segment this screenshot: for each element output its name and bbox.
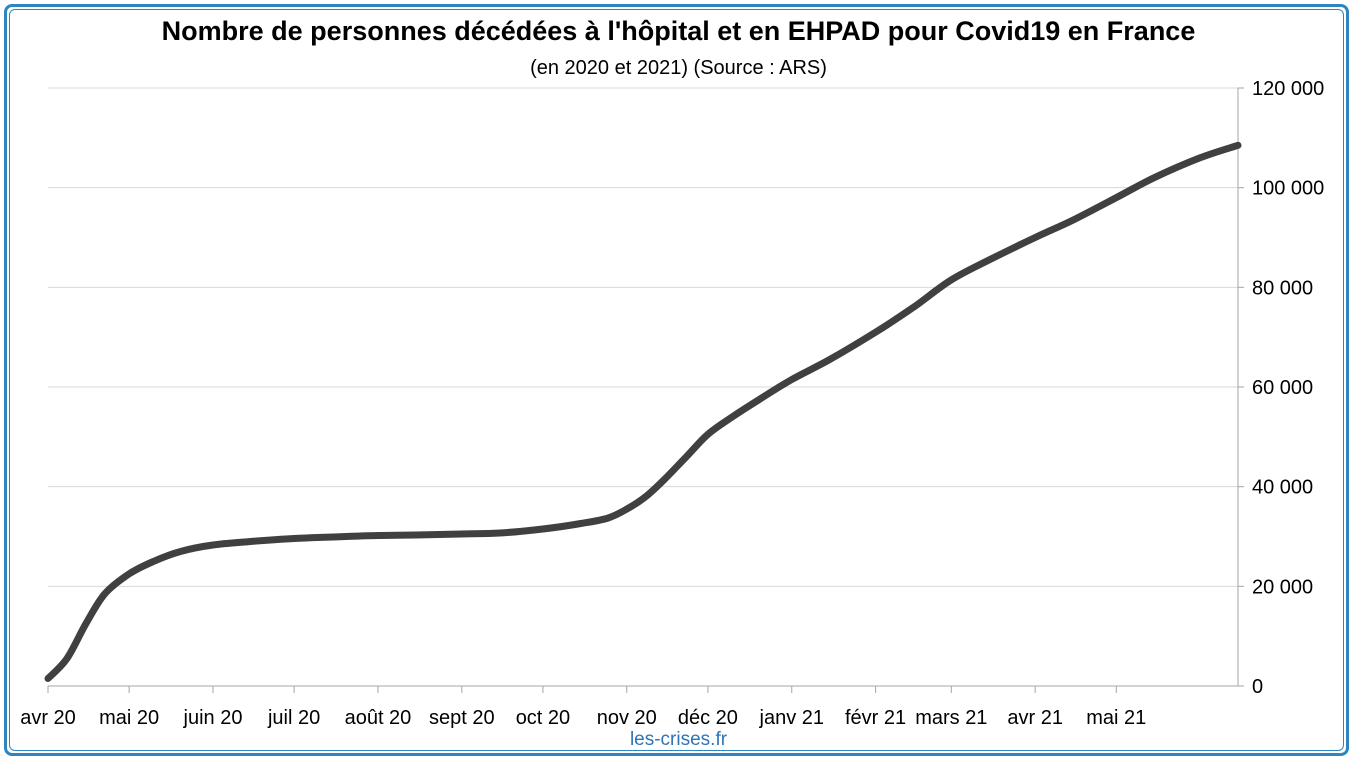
- x-tick-label: juin 20: [183, 707, 243, 729]
- chart-title: Nombre de personnes décédées à l'hôpital…: [161, 16, 1196, 46]
- y-tick-labels: 0 20 000 40 000 60 000 80 000 100 000 120 000: [1252, 78, 1324, 698]
- chart-subtitle: (en 2020 et 2021) (Source : ARS): [530, 57, 827, 79]
- x-tick-label: mars 21: [915, 707, 987, 729]
- x-tick-label: août 20: [345, 707, 412, 729]
- x-tick-label: avr 20: [20, 707, 76, 729]
- y-tick-label: 20 000: [1252, 576, 1313, 598]
- x-tick-label: févr 21: [845, 707, 906, 729]
- axes: [47, 87, 1244, 693]
- x-tick-label: janv 21: [759, 707, 825, 729]
- x-tick-label: juil 20: [267, 707, 320, 729]
- chart-frame-inner: [9, 9, 1344, 751]
- y-tick-label: 0: [1252, 676, 1263, 698]
- series-line-0: [44, 141, 1242, 682]
- x-tick-label: nov 20: [597, 707, 657, 729]
- y-tick-label: 80 000: [1252, 277, 1313, 299]
- y-tick-label: 60 000: [1252, 377, 1313, 399]
- series-lines: [44, 141, 1242, 682]
- x-tick-label: sept 20: [429, 707, 495, 729]
- y-tick-label: 100 000: [1252, 178, 1324, 200]
- y-tick-label: 120 000: [1252, 78, 1324, 100]
- gridlines: [48, 87, 1238, 587]
- x-tick-label: déc 20: [678, 707, 738, 729]
- source-label: les-crises.fr: [629, 729, 728, 750]
- x-tick-label: avr 21: [1007, 707, 1063, 729]
- x-tick-label: mai 21: [1086, 707, 1146, 729]
- x-tick-label: oct 20: [516, 707, 570, 729]
- x-tick-label: mai 20: [99, 707, 159, 729]
- x-tick-labels: avr 20 mai 20 juin 20 juil 20 août 20 sept 20…: [20, 707, 1146, 729]
- chart-frame: [4, 4, 1349, 756]
- y-tick-label: 40 000: [1252, 477, 1313, 499]
